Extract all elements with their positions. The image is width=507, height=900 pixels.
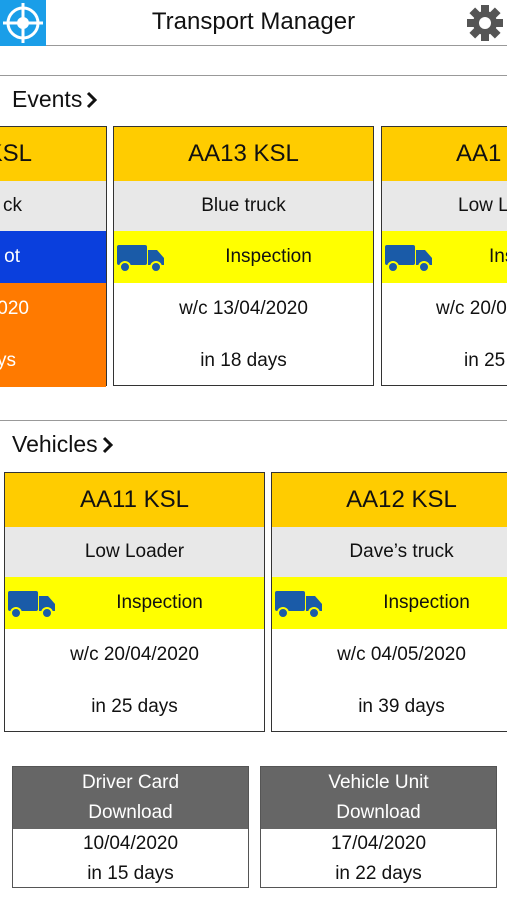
download-card[interactable]: Vehicle Unit Download 17/04/2020 in 22 days [260, 766, 497, 888]
card-name-text: Low L [458, 195, 507, 216]
card-plate-text: AA11 KSL [80, 486, 189, 513]
download-title-line: Vehicle Unit [328, 772, 429, 793]
card-due-text: in 39 days [358, 696, 445, 717]
download-title-line: Download [336, 802, 421, 823]
divider [0, 75, 507, 76]
download-title-line: Download [88, 802, 173, 823]
card-name-text: ck [3, 195, 22, 216]
card-name: Low Loader [5, 527, 264, 578]
card-event-text: Ins [489, 246, 507, 267]
card-event-text: Inspection [225, 246, 312, 267]
card[interactable]: AA12 KSL Dave’s truck Inspection w/c 04/05/… [271, 472, 507, 732]
truck-icon [385, 245, 432, 273]
card-date: w/c 04/05/2020 [272, 629, 507, 681]
card-event-text: ot [4, 246, 20, 267]
card-plate-text: AA12 KSL [346, 486, 457, 513]
download-title: Vehicle Unit Download [261, 767, 496, 829]
section-title: Vehicles [12, 431, 98, 457]
card-date-text: w/c 13/04/2020 [179, 298, 308, 319]
card-name: Blue truck [114, 181, 373, 232]
truck-icon [117, 245, 164, 273]
download-title: Driver Card Download [13, 767, 248, 829]
card-plate-text: KSL [0, 140, 32, 167]
card-name: ck [0, 181, 106, 232]
card-due-text: in 25 [464, 350, 506, 371]
divider [46, 45, 507, 46]
vehicles-link[interactable]: Vehicles [12, 431, 114, 458]
card-event-text: Inspection [383, 592, 470, 613]
card-plate: AA12 KSL [272, 473, 507, 528]
card-event: Inspection [5, 577, 264, 629]
card-due: in 25 [382, 335, 507, 387]
download-card[interactable]: Driver Card Download 10/04/2020 in 15 days [12, 766, 249, 888]
card-date-text: w/c 20/0 [436, 298, 507, 319]
card-date: w/c 13/04/2020 [114, 283, 373, 335]
chevron [102, 436, 113, 453]
card-event: Ins [382, 231, 507, 283]
card-date: 020 [0, 283, 106, 335]
truck-icon [275, 591, 322, 619]
card-name-text: Blue truck [201, 195, 286, 216]
card-due: in 39 days [272, 681, 507, 733]
card-name: Low L [382, 181, 507, 232]
card[interactable]: KSL ck ot 020 ys [0, 126, 107, 387]
card-date: w/c 20/0 [382, 283, 507, 335]
card-date-text: 020 [0, 298, 29, 319]
app-logo[interactable] [0, 0, 46, 46]
download-due: in 22 days [335, 863, 422, 884]
card[interactable]: AA13 KSL Blue truck Inspection w/c 13/04/20… [113, 126, 374, 386]
chevron [87, 91, 98, 108]
truck-icon [8, 591, 55, 619]
card-date: w/c 20/04/2020 [5, 629, 264, 681]
card-event: Inspection [114, 231, 373, 283]
card[interactable]: AA11 KSL Low Loader Inspection w/c 20/04/20… [4, 472, 265, 732]
card-plate-text: AA13 KSL [188, 140, 299, 167]
card-due-text: in 25 days [91, 696, 178, 717]
vehicles-strip: AA11 KSL Low Loader Inspection w/c 20/04/20… [0, 472, 507, 736]
app-title: Transport Manager [151, 8, 356, 35]
card[interactable]: AA1 Low L Ins w/c 20/0 in 25 [381, 126, 507, 386]
settings-icon[interactable] [466, 4, 504, 42]
card-name: Dave’s truck [272, 527, 507, 578]
download-due: in 15 days [87, 863, 174, 884]
divider [0, 420, 507, 421]
card-date-text: w/c 20/04/2020 [70, 644, 199, 665]
download-date: 10/04/2020 [82, 833, 179, 854]
card-event: Inspection [272, 577, 507, 629]
card-plate: KSL [0, 127, 106, 182]
card-due-text: ys [0, 350, 16, 371]
section-title: Events [12, 86, 83, 112]
download-date: 17/04/2020 [330, 833, 427, 854]
card-name-text: Low Loader [84, 541, 185, 562]
card-event-text: Inspection [116, 592, 203, 613]
card-plate-text: AA1 [456, 140, 502, 167]
card-due-text: in 18 days [200, 350, 287, 371]
card-date-text: w/c 04/05/2020 [337, 644, 466, 665]
card-plate: AA11 KSL [5, 473, 264, 528]
download-title-line: Driver Card [81, 772, 180, 793]
card-name-text: Dave’s truck [349, 541, 454, 562]
events-link[interactable]: Events [12, 86, 98, 113]
card-event: ot [0, 231, 106, 283]
card-plate: AA1 [382, 127, 507, 182]
card-plate: AA13 KSL [114, 127, 373, 182]
card-due: in 25 days [5, 681, 264, 733]
events-strip: KSL ck ot 020 ys AA13 KSL Blue truck Inspection… [0, 126, 507, 390]
card-due: ys [0, 335, 106, 387]
card-due: in 18 days [114, 335, 373, 387]
